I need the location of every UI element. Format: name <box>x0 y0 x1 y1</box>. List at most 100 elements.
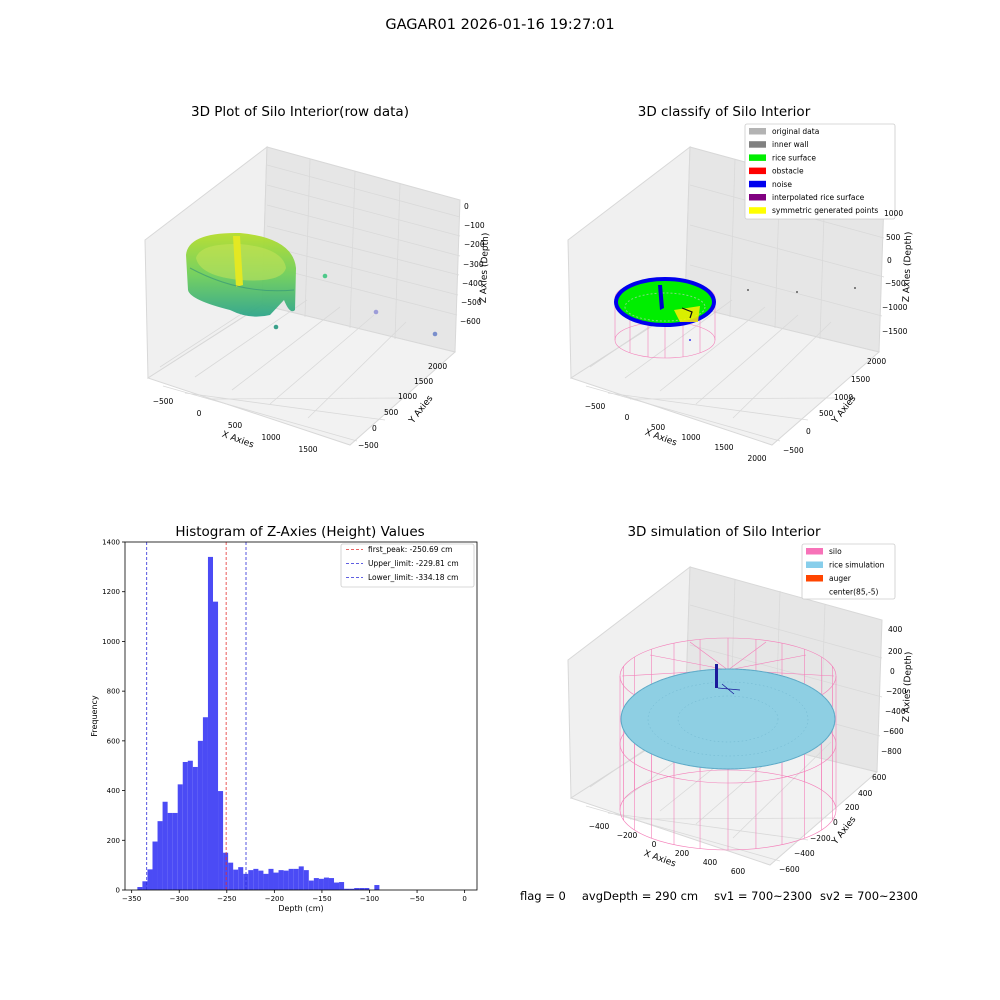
classify-ztick: −1000 <box>882 303 908 312</box>
histogram-bar <box>182 761 188 890</box>
histogram-xtick-label: −100 <box>360 895 379 903</box>
histogram-bar <box>318 878 324 890</box>
simulation-xlabel: X Axies <box>642 849 677 870</box>
histogram-bar <box>253 868 259 890</box>
histogram-title: Histogram of Z-Axies (Height) Values <box>175 524 425 540</box>
status-avg-depth: avgDepth = 290 cm <box>581 889 699 903</box>
histogram-bar <box>334 882 340 890</box>
classify-ztick: 1000 <box>884 209 903 218</box>
classify-xtick: 500 <box>651 423 666 432</box>
histogram-bar <box>248 870 254 890</box>
histogram-bar <box>177 784 183 890</box>
classify-legend-label: interpolated rice surface <box>772 193 865 202</box>
classify-legend-label: symmetric generated points <box>772 206 878 215</box>
histogram-bar <box>323 877 329 890</box>
histogram-bar <box>152 841 158 890</box>
simulation-legend-swatch <box>806 561 823 568</box>
simulation-ztick: 400 <box>888 625 903 634</box>
histogram-xlabel: Depth (cm) <box>278 904 323 913</box>
simulation-ytick: −200 <box>810 834 831 843</box>
classify-legend-swatch <box>749 154 766 161</box>
histogram-xtick-label: −250 <box>217 895 236 903</box>
histogram-bar <box>354 888 360 890</box>
simulation-ztick: −400 <box>885 707 906 716</box>
histogram-xtick-label: −200 <box>265 895 284 903</box>
histogram-bar <box>213 601 219 890</box>
histogram-bar <box>328 878 335 890</box>
simulation-legend-label: silo <box>829 547 842 556</box>
classify-legend-swatch <box>749 194 766 201</box>
status-sv1: sv1 = 700~2300 <box>714 889 813 903</box>
histogram-bar <box>283 870 289 890</box>
simulation-legend: silo rice simulation auger center(85,-5) <box>801 543 896 600</box>
status-sv2: sv2 = 700~2300 <box>820 889 918 903</box>
histogram-bar <box>187 760 193 890</box>
classify-ytick: 1500 <box>851 375 870 384</box>
simulation-legend-label: auger <box>829 574 852 583</box>
classify-plot-title: 3D classify of Silo Interior <box>637 104 811 120</box>
histogram-bar <box>147 869 153 890</box>
histogram-ylabel: Frequency <box>90 695 99 737</box>
raw-floor-pane <box>146 304 457 446</box>
raw-ztick: −200 <box>464 240 485 249</box>
histogram-bar <box>233 869 239 890</box>
simulation-ytick: −400 <box>794 849 815 858</box>
classify-legend-label: noise <box>772 180 792 189</box>
histogram-bar <box>228 862 234 890</box>
simulation-ytick: 600 <box>872 773 887 782</box>
raw-ytick: −500 <box>358 441 379 450</box>
histogram-bar <box>308 880 314 890</box>
simulation-legend-label: rice simulation <box>829 561 885 570</box>
histogram-bar <box>197 740 203 890</box>
simulation-plot-title: 3D simulation of Silo Interior <box>627 524 821 540</box>
raw-ztick: −400 <box>462 279 483 288</box>
histogram-bar <box>273 872 279 890</box>
histogram-bar <box>238 867 244 890</box>
raw-ztick: −100 <box>464 221 485 230</box>
simulation-legend-label: center(85,-5) <box>829 588 878 597</box>
raw-ytick: 1500 <box>414 377 433 386</box>
histogram-bar <box>243 873 249 890</box>
histogram-bar <box>162 801 168 890</box>
histogram-ytick-label: 200 <box>107 837 120 845</box>
classify-legend-label: obstacle <box>772 167 804 176</box>
histogram-bar <box>263 873 269 890</box>
histogram-bar <box>359 888 365 890</box>
simulation-legend-swatch <box>806 548 823 555</box>
histogram-frame <box>124 541 478 891</box>
simulation-xtick: −400 <box>589 822 610 831</box>
simulation-xtick: 0 <box>652 840 657 849</box>
raw-ztick: −600 <box>460 317 481 326</box>
histogram-xtick-label: −350 <box>122 895 141 903</box>
raw-xtick: 500 <box>228 421 243 430</box>
simulation-zlabel: Z Axies (Depth) <box>902 652 914 723</box>
raw-ytick: 2000 <box>428 362 447 371</box>
histogram-legend: first_peak: -250.69 cm Upper_limit: -229.… <box>340 543 475 588</box>
histogram-bar <box>364 888 370 890</box>
classify-xtick: −500 <box>585 402 606 411</box>
classify-legend-swatch <box>749 180 766 188</box>
raw-plot-title: 3D Plot of Silo Interior(row data) <box>191 104 409 120</box>
simulation-ytick: 200 <box>845 803 860 812</box>
histogram-ytick-label: 0 <box>116 887 120 895</box>
simulation-auger <box>715 664 741 695</box>
histogram-bar <box>303 870 309 890</box>
histogram-ytick-label: 400 <box>107 787 120 795</box>
classify-ztick: −1500 <box>882 327 908 336</box>
histogram-xtick-label: −300 <box>170 895 189 903</box>
classify-xtick: 2000 <box>747 454 766 463</box>
figure-title: GAGAR01 2026-01-16 19:27:01 <box>385 17 615 33</box>
raw-ytick: 0 <box>372 424 377 433</box>
classify-ytick: 0 <box>806 427 811 436</box>
raw-zlabel: Z Axies (Depth) <box>479 233 491 304</box>
histogram-bar <box>278 870 284 890</box>
histogram-bar <box>202 717 208 890</box>
raw-ytick: 500 <box>384 408 399 417</box>
histogram-ytick-label: 1200 <box>102 588 120 596</box>
histogram-bar <box>258 870 264 890</box>
histogram-bar <box>339 882 345 890</box>
classify-ztick: −500 <box>885 279 906 288</box>
